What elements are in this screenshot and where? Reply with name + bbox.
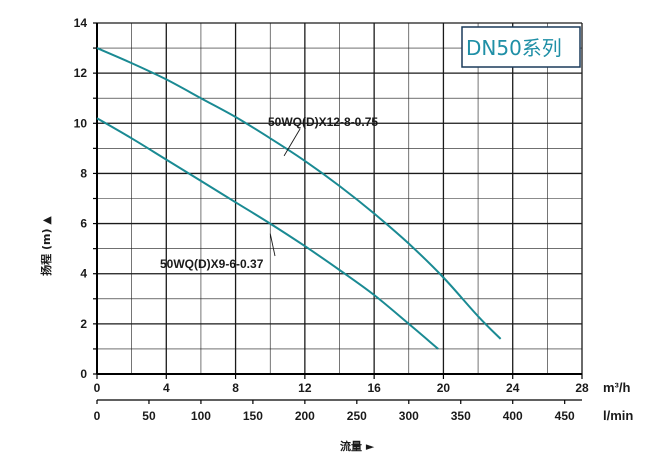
x-axis-label: m³/h	[603, 380, 631, 395]
x2-tick-label: 450	[555, 409, 575, 423]
y-tick-label: 4	[80, 267, 87, 281]
x2-tick-label: 400	[503, 409, 523, 423]
x2-axis-label: l/min	[603, 408, 633, 423]
x-tick-label: 28	[575, 381, 589, 395]
minor-grid	[97, 23, 582, 374]
annotations: 50WQ(D)X12-8-0.75 50WQ(D)X9-6-0.37	[160, 115, 378, 271]
flow-label: 流量 ►	[340, 439, 375, 453]
y-tick-label: 8	[80, 166, 87, 180]
leader-line-2	[269, 233, 276, 257]
x2-tick-labels: 0 50 100 150 200 250 300 350 400 450	[94, 409, 575, 423]
series-line-1	[96, 47, 502, 340]
series-line-2	[96, 117, 439, 350]
x2-tick-label: 0	[94, 409, 101, 423]
y-tick-label: 10	[74, 116, 88, 130]
x2-tick-label: 50	[142, 409, 156, 423]
x-tick-label: 12	[298, 381, 312, 395]
x-tick-label: 8	[232, 381, 239, 395]
x-tick-label: 24	[506, 381, 520, 395]
x2-tick-label: 100	[191, 409, 211, 423]
x2-tick-label: 300	[399, 409, 419, 423]
y-tick-labels: 0 2 4 6 8 10 12 14	[74, 16, 88, 381]
y-tick-label: 12	[74, 66, 88, 80]
badge-frame	[461, 26, 581, 68]
major-grid	[97, 22, 583, 374]
axes	[93, 22, 583, 404]
series-badge: DN50系列	[461, 26, 581, 68]
chart-title: DN50系列	[466, 36, 562, 60]
curve-label-1: 50WQ(D)X12-8-0.75	[268, 115, 378, 129]
y-tick-label: 6	[80, 217, 87, 231]
x-tick-label: 0	[94, 381, 101, 395]
x-tick-label: 4	[163, 381, 170, 395]
x2-tick-label: 350	[451, 409, 471, 423]
leader-line-1	[283, 128, 301, 157]
x2-tick-label: 250	[347, 409, 367, 423]
y-tick-label: 0	[80, 367, 87, 381]
x2-tick-label: 200	[295, 409, 315, 423]
y-axis-label: 扬程 (m) ▲	[39, 216, 53, 276]
x2-tick-label: 150	[243, 409, 263, 423]
y-tick-label: 14	[74, 16, 88, 30]
x-tick-label: 20	[437, 381, 451, 395]
y-tick-label: 2	[80, 317, 87, 331]
curve-label-2: 50WQ(D)X9-6-0.37	[160, 257, 264, 271]
series-lines	[96, 47, 502, 350]
x-tick-labels: 0 4 8 12 16 20 24 28	[94, 381, 589, 395]
x-tick-label: 16	[367, 381, 381, 395]
